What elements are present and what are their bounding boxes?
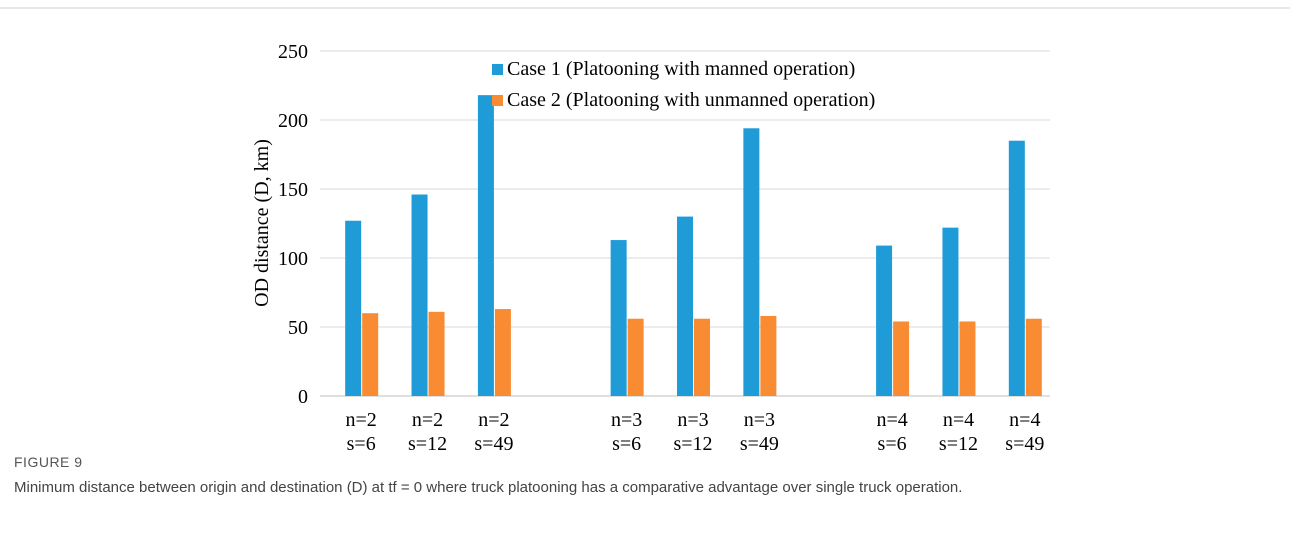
x-tick-label: n=3 bbox=[677, 409, 708, 431]
y-tick-label: 150 bbox=[278, 179, 308, 201]
bar bbox=[893, 321, 910, 396]
bar bbox=[494, 309, 511, 396]
bar bbox=[942, 227, 959, 396]
x-tick-label: s=6 bbox=[878, 433, 907, 455]
bar bbox=[1025, 318, 1042, 396]
bar bbox=[610, 240, 627, 396]
legend-label: Case 1 (Platooning with manned operation… bbox=[507, 58, 855, 80]
x-tick-label: n=2 bbox=[412, 409, 443, 431]
bar bbox=[876, 245, 893, 396]
bar bbox=[362, 313, 379, 396]
bar bbox=[959, 321, 976, 396]
x-tick-label: s=12 bbox=[939, 433, 978, 455]
x-tick-label: n=3 bbox=[744, 409, 775, 431]
x-tick-label: n=4 bbox=[943, 409, 974, 431]
x-tick-label: s=6 bbox=[612, 433, 641, 455]
x-tick-label: s=49 bbox=[1005, 433, 1044, 455]
y-tick-label: 100 bbox=[278, 248, 308, 270]
x-tick-label: s=49 bbox=[740, 433, 779, 455]
x-tick-label: s=6 bbox=[347, 433, 376, 455]
legend-swatch bbox=[492, 64, 503, 75]
x-tick-label: s=12 bbox=[673, 433, 712, 455]
y-tick-label: 250 bbox=[278, 41, 308, 63]
bar bbox=[760, 315, 777, 396]
bar bbox=[677, 216, 693, 396]
bar bbox=[477, 95, 494, 396]
bar bbox=[428, 311, 445, 396]
bar bbox=[411, 194, 428, 396]
caption-text: Minimum distance between origin and dest… bbox=[14, 479, 962, 496]
y-axis-label: OD distance (D, km) bbox=[251, 139, 273, 307]
bar bbox=[694, 318, 710, 396]
y-tick-label: 200 bbox=[278, 110, 308, 132]
x-tick-label: n=4 bbox=[876, 409, 907, 431]
legend-label: Case 2 (Platooning with unmanned operati… bbox=[507, 89, 875, 111]
x-tick-label: n=3 bbox=[611, 409, 642, 431]
y-tick-label: 50 bbox=[288, 317, 308, 339]
bar bbox=[345, 220, 362, 396]
caption-label: FIGURE 9 bbox=[14, 454, 83, 470]
x-tick-label: s=12 bbox=[408, 433, 447, 455]
bar bbox=[627, 318, 644, 396]
x-tick-label: s=49 bbox=[474, 433, 513, 455]
x-tick-label: n=2 bbox=[478, 409, 509, 431]
legend-swatch bbox=[492, 95, 503, 106]
x-tick-label: n=2 bbox=[346, 409, 377, 431]
bar bbox=[1008, 140, 1025, 396]
y-tick-label: 0 bbox=[298, 386, 308, 408]
x-tick-label: n=4 bbox=[1009, 409, 1040, 431]
bar bbox=[743, 128, 760, 396]
